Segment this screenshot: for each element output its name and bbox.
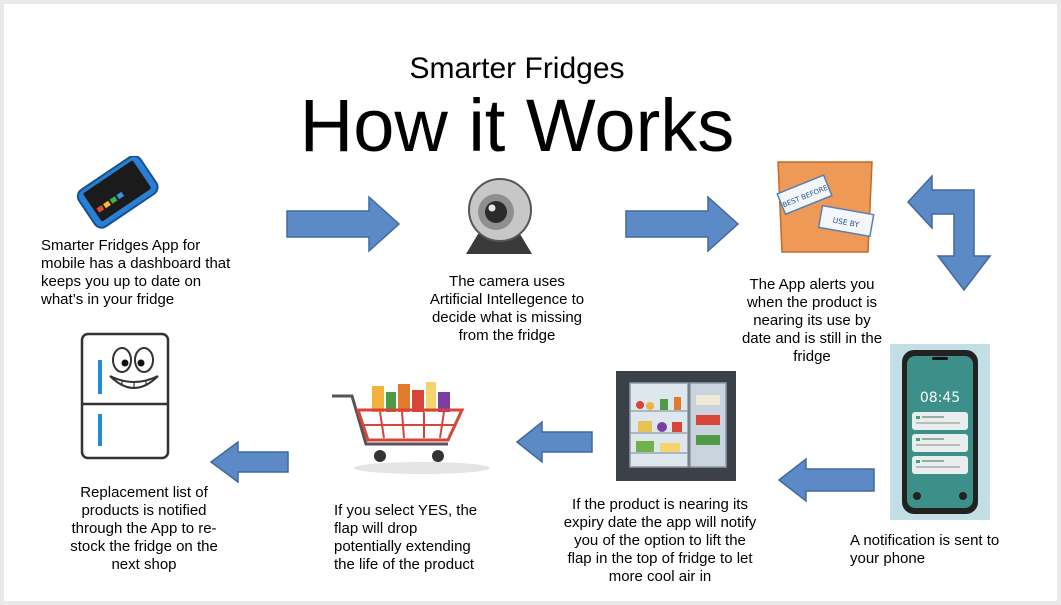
arrow-left-icon — [209, 440, 289, 484]
fridge-cartoon-icon — [80, 332, 170, 460]
arrow-right-icon — [286, 195, 401, 253]
phone-notification-icon: 08:45 — [890, 344, 990, 520]
shopping-cart-icon — [332, 382, 490, 474]
arrow-left-icon — [777, 457, 875, 503]
webcam-icon — [466, 178, 532, 254]
step-2-text: The camera uses Artificial Intellegence … — [429, 273, 585, 344]
step-5-text: If the product is nearing its expiry dat… — [563, 496, 757, 585]
open-fridge-icon — [616, 371, 736, 481]
smartphone-icon — [76, 156, 159, 229]
arrow-right-icon — [625, 195, 740, 253]
step-6-text: If you select YES, the flap will drop po… — [334, 502, 478, 573]
subtitle: Smarter Fridges — [409, 52, 625, 85]
food-labels-icon: BEST BEFORE USE BY — [776, 161, 875, 253]
step-7-text: Replacement list of products is notified… — [70, 484, 218, 573]
slide: Smarter Fridges How it Works Smarter Fri… — [4, 4, 1057, 601]
page-title: How it Works — [299, 84, 735, 167]
step-1-text: Smarter Fridges App for mobile has a das… — [41, 237, 231, 308]
u-turn-arrow-icon — [906, 174, 992, 292]
step-3-text: The App alerts you when the product is n… — [741, 276, 883, 365]
arrow-left-icon — [515, 420, 593, 464]
step-4-text: A notification is sent to your phone — [850, 532, 1000, 567]
phone-time: 08:45 — [920, 390, 960, 406]
